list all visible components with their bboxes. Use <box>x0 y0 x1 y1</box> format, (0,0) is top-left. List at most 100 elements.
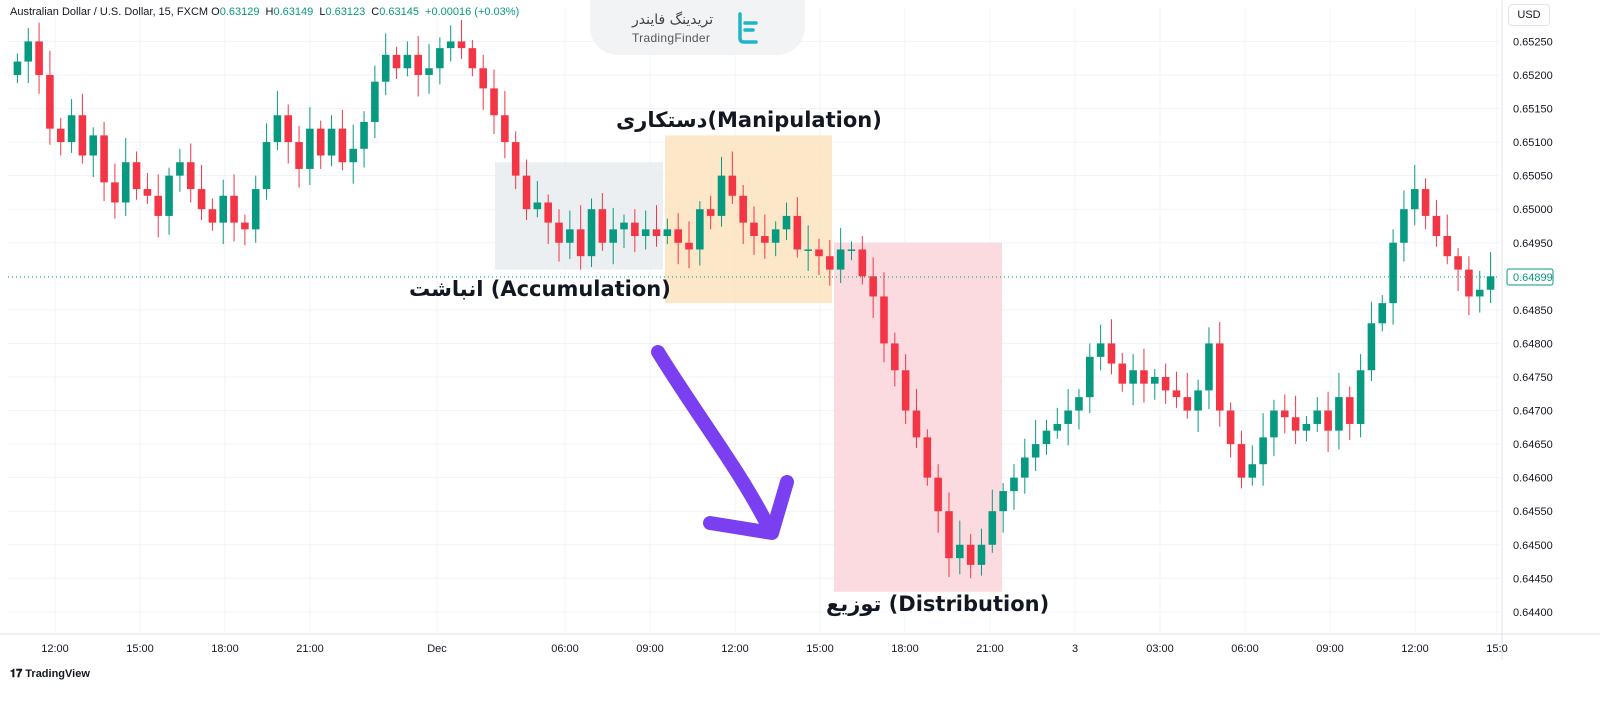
candle-body <box>891 343 899 371</box>
candle-body <box>56 128 65 143</box>
candle-body <box>446 41 455 49</box>
candle-body <box>717 175 726 216</box>
candle-body <box>1237 444 1246 478</box>
candle-body <box>966 544 975 565</box>
price-tick-label: 0.64400 <box>1513 607 1553 619</box>
brand-persian-name: تریدینگ فایندر <box>632 12 714 28</box>
candle-body <box>652 229 661 237</box>
candle-body <box>1140 370 1148 384</box>
candle-body <box>46 74 54 129</box>
candle-body <box>230 195 238 223</box>
candle-body <box>1486 276 1495 290</box>
price-tick-label: 0.64850 <box>1513 305 1553 317</box>
candle-body <box>1280 410 1289 418</box>
candle-body <box>1302 423 1311 431</box>
candle-body <box>1270 410 1278 438</box>
price-tick-label: 0.64550 <box>1513 506 1553 518</box>
candle-body <box>132 162 141 190</box>
open-key: O <box>211 6 220 18</box>
candle-body <box>1356 370 1365 424</box>
price-tick-label: 0.64800 <box>1513 338 1553 350</box>
symbol-title: Australian Dollar / U.S. Dollar, 15, FXC… <box>10 6 209 18</box>
candle-body <box>1475 289 1484 297</box>
candle-body <box>728 175 737 196</box>
candle-body <box>392 54 401 69</box>
time-tick-label: 09:00 <box>636 643 664 655</box>
candle-body <box>13 61 22 75</box>
candle-body <box>197 189 206 210</box>
candle-body <box>641 229 650 237</box>
candle-body <box>381 54 390 82</box>
close-key: C <box>371 6 380 18</box>
candle-body <box>1465 269 1473 297</box>
candle-body <box>1053 423 1062 431</box>
high-key: H <box>265 6 274 18</box>
low-key: L <box>319 6 326 18</box>
candle-body <box>100 135 108 183</box>
candle-body <box>1410 189 1419 210</box>
candle-body <box>1259 437 1267 465</box>
candle-body <box>1096 343 1105 357</box>
high-value: 0.63149 <box>273 6 314 18</box>
candle-body <box>501 115 509 143</box>
candle-body <box>1075 397 1083 411</box>
candle-body <box>1183 397 1192 411</box>
candle-body <box>826 256 834 270</box>
candle-body <box>988 511 997 545</box>
candle-body <box>576 229 585 257</box>
candle-body <box>436 48 444 69</box>
candle-body <box>154 195 163 216</box>
candle-body <box>349 148 358 163</box>
candle-body <box>78 115 87 156</box>
candle-body <box>511 142 520 176</box>
brand-watermark: تریدینگ فایندر TradingFinder <box>590 0 805 55</box>
candle-body <box>533 202 542 210</box>
time-tick-label: 12:00 <box>41 643 69 655</box>
time-tick-label: 18:00 <box>891 643 919 655</box>
candle-body <box>219 195 228 223</box>
candle-body <box>609 229 617 243</box>
candle-body <box>1150 376 1159 384</box>
candle-body <box>143 189 152 196</box>
candle-body <box>165 175 173 216</box>
candle-body <box>739 195 747 223</box>
candle-body <box>479 68 487 89</box>
down-arrow-shaft <box>651 345 777 537</box>
candle-body <box>284 115 293 143</box>
candle-body <box>1031 444 1040 458</box>
time-tick-label: 15:00 <box>806 643 834 655</box>
candle-body <box>555 222 563 243</box>
candle-body <box>1291 417 1300 431</box>
candle-body <box>696 209 704 250</box>
candle-body <box>241 222 249 230</box>
tradingview-logo[interactable]: 𝟏𝟕 TradingView <box>10 668 90 681</box>
candle-body <box>771 229 780 243</box>
candle-body <box>847 249 856 251</box>
candle-body <box>598 209 607 243</box>
candle-body <box>1205 343 1213 391</box>
time-tick-label: 15:00 <box>126 643 154 655</box>
price-tick-label: 0.64650 <box>1513 439 1553 451</box>
candle-body <box>858 249 867 277</box>
candle-body <box>176 162 184 176</box>
current-price-tag <box>1506 268 1554 286</box>
price-tick-label: 0.65150 <box>1513 104 1553 116</box>
low-value: 0.63123 <box>325 6 366 18</box>
candle-body <box>262 142 271 190</box>
candle-body <box>836 249 845 270</box>
candle-body <box>663 229 672 237</box>
candle-body <box>631 222 639 237</box>
time-tick-label: 06:00 <box>1231 643 1259 655</box>
candle-body <box>1215 343 1224 411</box>
time-tick-label: 21:00 <box>976 643 1004 655</box>
currency-button[interactable]: USD <box>1508 4 1550 26</box>
candle-body <box>804 249 812 251</box>
open-value: 0.63129 <box>219 6 260 18</box>
price-tick-label: 0.64450 <box>1513 573 1553 585</box>
candle-body <box>338 128 347 163</box>
candle-body <box>1378 303 1387 324</box>
candle-body <box>977 544 986 565</box>
price-tick-label: 0.65050 <box>1513 171 1553 183</box>
candle-body <box>327 128 336 156</box>
